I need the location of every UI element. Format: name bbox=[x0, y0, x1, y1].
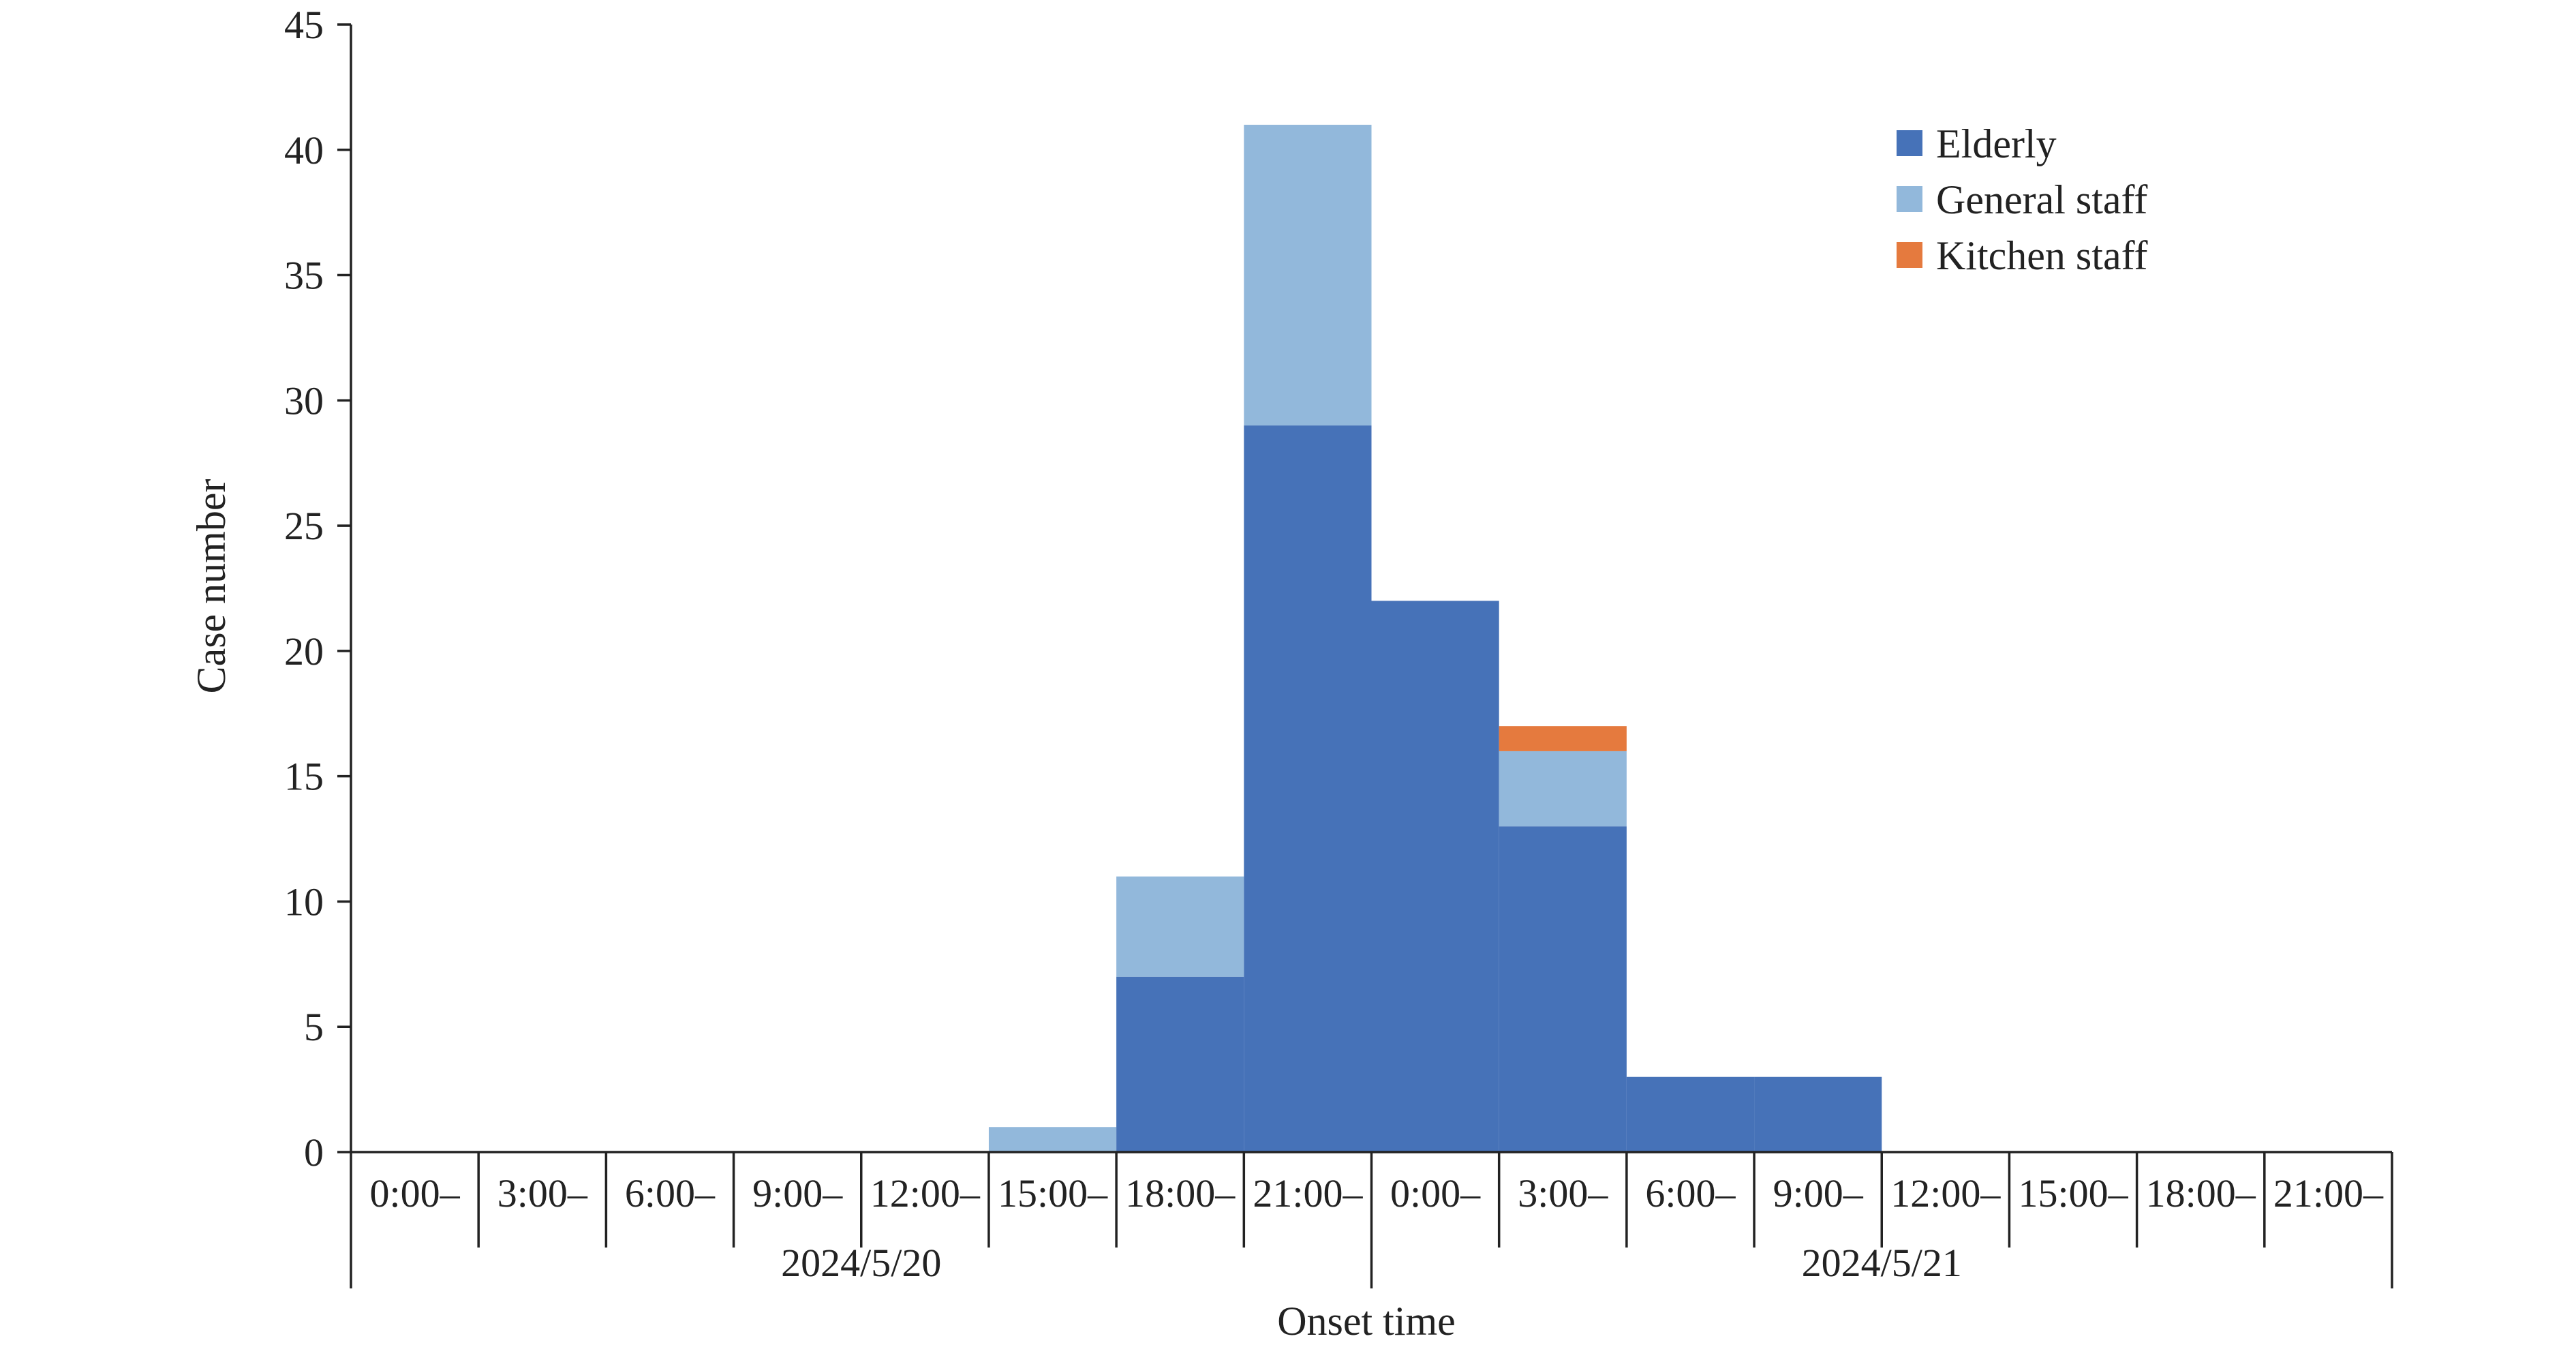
x-category-label-6: 18:00– bbox=[1125, 1171, 1236, 1215]
bar-elderly-10 bbox=[1626, 1076, 1755, 1152]
legend-label-kitchen-staff: Kitchen staff bbox=[1936, 233, 2147, 278]
x-category-label-8: 0:00– bbox=[1390, 1171, 1481, 1215]
bar-elderly-8 bbox=[1371, 601, 1499, 1152]
legend: Elderly General staff Kitchen staff bbox=[1897, 121, 2147, 278]
y-ticks-layer: 0 5 10 15 20 25 30 35 40 45 bbox=[284, 3, 351, 1175]
y-tick-label-25: 25 bbox=[284, 504, 324, 548]
x-category-label-4: 12:00– bbox=[870, 1171, 981, 1215]
x-category-label-5: 15:00– bbox=[998, 1171, 1108, 1215]
bar-elderly-7 bbox=[1244, 425, 1372, 1152]
x-category-label-12: 12:00– bbox=[1890, 1171, 2001, 1215]
y-tick-label-35: 35 bbox=[284, 254, 324, 298]
y-tick-label-10: 10 bbox=[284, 879, 324, 924]
bar-elderly-11 bbox=[1754, 1076, 1882, 1152]
x-category-label-2: 6:00– bbox=[625, 1171, 716, 1215]
legend-swatch-kitchen-staff bbox=[1897, 242, 1922, 268]
y-tick-label-40: 40 bbox=[284, 128, 324, 172]
axes-layer bbox=[350, 25, 2393, 1288]
x-category-label-11: 9:00– bbox=[1773, 1171, 1864, 1215]
bar-general-staff-5 bbox=[988, 1127, 1117, 1152]
bar-kitchen-staff-9 bbox=[1499, 726, 1627, 751]
bar-general-staff-9 bbox=[1499, 751, 1627, 827]
x-category-label-1: 3:00– bbox=[497, 1171, 588, 1215]
x-category-label-15: 21:00– bbox=[2273, 1171, 2384, 1215]
y-tick-label-30: 30 bbox=[284, 378, 324, 423]
x-categories-layer: 0:00– 3:00– 6:00– 9:00– 12:00– 15:00– 18:00– 21… bbox=[370, 1171, 2384, 1285]
legend-swatch-elderly bbox=[1897, 130, 1922, 156]
x-category-label-13: 15:00– bbox=[2018, 1171, 2128, 1215]
x-category-label-9: 3:00– bbox=[1518, 1171, 1608, 1215]
bar-general-staff-6 bbox=[1116, 876, 1244, 977]
legend-label-elderly: Elderly bbox=[1936, 121, 2057, 166]
legend-label-general-staff: General staff bbox=[1936, 177, 2147, 222]
x-axis-title: Onset time bbox=[1277, 1299, 1456, 1344]
legend-swatch-general-staff bbox=[1897, 186, 1922, 212]
y-tick-label-5: 5 bbox=[304, 1005, 324, 1049]
y-tick-label-0: 0 bbox=[304, 1130, 324, 1175]
x-category-label-10: 6:00– bbox=[1645, 1171, 1736, 1215]
bar-general-staff-7 bbox=[1244, 125, 1372, 426]
bars-layer bbox=[988, 125, 1882, 1152]
x-category-label-7: 21:00– bbox=[1253, 1171, 1363, 1215]
x-category-label-14: 18:00– bbox=[2146, 1171, 2256, 1215]
bar-elderly-6 bbox=[1116, 976, 1244, 1152]
y-axis-title: Case number bbox=[189, 479, 234, 694]
y-tick-label-15: 15 bbox=[284, 755, 324, 799]
bar-elderly-9 bbox=[1499, 826, 1627, 1152]
x-date-group-label-1: 2024/5/21 bbox=[1802, 1241, 1962, 1285]
x-category-label-3: 9:00– bbox=[752, 1171, 843, 1215]
x-category-label-0: 0:00– bbox=[370, 1171, 461, 1215]
y-tick-label-20: 20 bbox=[284, 629, 324, 674]
y-tick-label-45: 45 bbox=[284, 3, 324, 47]
x-date-group-label-0: 2024/5/20 bbox=[781, 1241, 941, 1285]
